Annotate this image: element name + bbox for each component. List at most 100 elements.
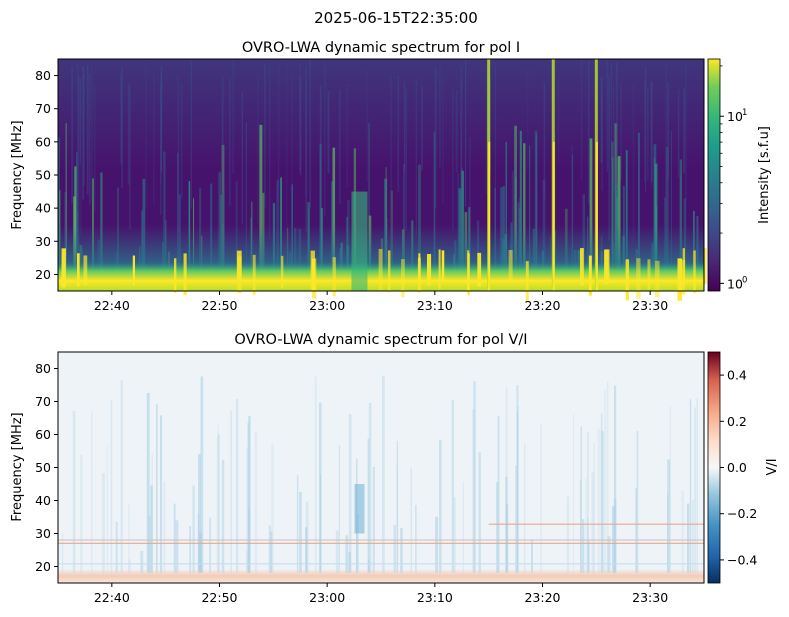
panel-vi-heatmap bbox=[58, 352, 704, 583]
y-tick-label: 30 bbox=[35, 526, 51, 541]
vi-horizontal-line bbox=[58, 539, 704, 541]
faint-streak bbox=[145, 62, 147, 208]
vi-horizontal-line bbox=[488, 523, 704, 525]
vi-streak bbox=[115, 521, 118, 573]
low-burst bbox=[132, 255, 136, 286]
vi-streak bbox=[396, 464, 398, 573]
faint-streak bbox=[632, 83, 635, 242]
low-burst bbox=[280, 255, 284, 289]
faint-streak bbox=[685, 64, 687, 199]
low-burst bbox=[236, 250, 242, 282]
faint-streak bbox=[346, 83, 348, 188]
faint-streak bbox=[121, 66, 123, 189]
low-burst bbox=[311, 258, 317, 299]
y-tick-label: 40 bbox=[35, 493, 51, 508]
faint-streak bbox=[93, 83, 96, 212]
colorbar-vi-tick-label: 0.2 bbox=[727, 414, 747, 429]
vi-streak bbox=[175, 520, 179, 573]
burst-streak bbox=[76, 152, 78, 291]
faint-streak bbox=[665, 60, 667, 222]
vi-streak bbox=[148, 515, 151, 573]
y-tick-label: 20 bbox=[35, 559, 51, 574]
vi-streak bbox=[155, 404, 158, 573]
low-burst bbox=[173, 258, 177, 293]
panel-i-y-axis: 20 30 40 50 60 70 80 bbox=[35, 68, 58, 282]
vi-streak bbox=[686, 503, 690, 573]
x-tick-label: 22:50 bbox=[201, 590, 237, 605]
panel-vi-low-band bbox=[58, 569, 704, 583]
vi-streak bbox=[314, 376, 317, 573]
faint-streak bbox=[190, 60, 192, 209]
strong-burst-core bbox=[488, 141, 491, 291]
faint-streak bbox=[397, 76, 400, 193]
panel-vi-title: OVRO-LWA dynamic spectrum for pol V/I bbox=[234, 332, 527, 348]
low-burst bbox=[580, 248, 584, 286]
faint-streak bbox=[647, 87, 649, 181]
x-tick-label: 23:10 bbox=[417, 590, 453, 605]
x-tick-label: 22:40 bbox=[94, 298, 130, 313]
panel-i-title: OVRO-LWA dynamic spectrum for pol I bbox=[242, 40, 520, 56]
vi-streak bbox=[516, 411, 518, 573]
faint-streak bbox=[327, 90, 330, 174]
vi-streak bbox=[246, 550, 248, 573]
faint-streak bbox=[127, 83, 130, 185]
vi-streak bbox=[582, 519, 585, 573]
vi-streak bbox=[192, 485, 195, 573]
low-burst bbox=[682, 248, 685, 287]
faint-streak bbox=[180, 83, 183, 199]
vi-streak bbox=[318, 402, 322, 573]
vi-streak bbox=[173, 503, 176, 573]
faint-streak bbox=[439, 64, 441, 169]
burst-streak bbox=[665, 147, 669, 291]
vi-streak bbox=[235, 398, 239, 573]
y-tick-label: 50 bbox=[35, 168, 51, 183]
faint-streak bbox=[88, 74, 91, 205]
vi-streak bbox=[694, 407, 696, 573]
panel-vi-x-axis: 22:40 22:50 23:00 23:10 23:20 23:30 bbox=[94, 583, 668, 605]
vi-streak bbox=[400, 528, 403, 573]
y-tick-label: 30 bbox=[35, 234, 51, 249]
vi-streak bbox=[372, 466, 375, 573]
panel-vi-ylabel: Frequency [MHz] bbox=[10, 412, 25, 521]
faint-streak bbox=[153, 71, 155, 205]
faint-streak bbox=[269, 65, 271, 239]
panel-i-x-axis: 22:40 22:50 23:00 23:10 23:20 23:30 bbox=[94, 291, 668, 313]
x-tick-label: 23:10 bbox=[417, 298, 453, 313]
vi-streak bbox=[140, 551, 144, 573]
colorbar-vi-scale bbox=[707, 351, 721, 584]
vi-streak bbox=[367, 559, 370, 573]
low-burst bbox=[703, 247, 707, 284]
vi-streak bbox=[689, 399, 692, 573]
panel-i-bright-bursts bbox=[61, 59, 707, 301]
burst-streak bbox=[65, 123, 67, 291]
low-burst bbox=[183, 253, 187, 296]
faint-streak bbox=[543, 83, 546, 200]
burst-streak bbox=[58, 137, 60, 291]
faint-streak bbox=[390, 75, 392, 210]
burst-streak bbox=[505, 141, 507, 291]
vi-streak bbox=[462, 481, 465, 573]
vi-streak bbox=[497, 416, 500, 573]
vi-streak bbox=[681, 490, 684, 573]
vi-streak bbox=[580, 479, 582, 573]
faint-streak bbox=[71, 66, 74, 204]
faint-streak bbox=[91, 67, 93, 200]
vi-streak bbox=[585, 478, 587, 573]
faint-streak bbox=[229, 78, 231, 207]
low-burst bbox=[625, 259, 630, 301]
panel-stokes-i: OVRO-LWA dynamic spectrum for pol I 20 30… bbox=[10, 40, 772, 313]
vi-streak bbox=[396, 440, 399, 573]
low-burst bbox=[426, 254, 432, 286]
faint-streak bbox=[405, 88, 407, 231]
burst-streak bbox=[535, 134, 538, 291]
faint-streak bbox=[82, 66, 84, 200]
faint-streak bbox=[460, 67, 462, 191]
strong-burst-core bbox=[552, 141, 555, 291]
low-burst bbox=[588, 255, 592, 296]
colorbar-vi-label: V/I bbox=[765, 458, 780, 475]
vi-streak bbox=[614, 385, 617, 573]
faint-streak bbox=[600, 77, 603, 164]
vi-streak bbox=[72, 411, 76, 573]
vi-horizontal-line bbox=[58, 563, 704, 565]
